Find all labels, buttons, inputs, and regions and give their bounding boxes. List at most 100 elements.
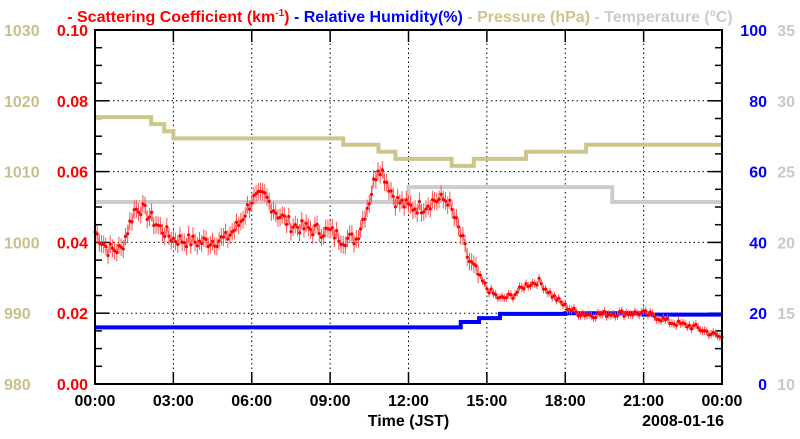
data-point [552, 294, 556, 298]
data-point [509, 293, 513, 297]
data-point [254, 192, 258, 196]
data-point [330, 226, 334, 230]
data-point [570, 308, 574, 312]
data-point [169, 239, 173, 243]
scattering-tick-label: 0.06 [57, 165, 88, 182]
data-point [435, 200, 439, 204]
temperature-tick-label: 30 [777, 94, 795, 111]
data-point [102, 242, 106, 246]
data-point [117, 243, 121, 248]
data-point [639, 310, 644, 314]
data-point [463, 242, 467, 246]
data-point [345, 236, 350, 240]
data-point [237, 223, 241, 227]
data-point [150, 210, 154, 214]
legend-entry: - Relative Humidity(%) [290, 9, 463, 26]
data-point [602, 309, 607, 314]
data-point [548, 290, 552, 294]
data-point [554, 298, 559, 302]
data-point [247, 207, 252, 211]
data-point [173, 239, 178, 244]
data-point [158, 224, 162, 228]
data-point [356, 237, 361, 241]
data-point [437, 197, 441, 201]
data-point [428, 207, 432, 211]
data-point [417, 200, 421, 204]
scattering-tick-label: 0.02 [57, 306, 88, 323]
data-point [350, 232, 354, 236]
data-point [300, 219, 304, 223]
data-point [106, 253, 110, 258]
data-point [380, 168, 384, 172]
data-point [136, 210, 141, 214]
data-point [95, 232, 99, 236]
data-point [374, 178, 378, 182]
data-point [620, 309, 624, 313]
data-point [665, 316, 670, 320]
data-point [308, 227, 313, 232]
x-tick-label: 15:00 [466, 393, 507, 410]
data-point [511, 296, 515, 300]
data-point [271, 209, 276, 213]
legend: - Scattering Coefficient (km-1) - Relati… [67, 8, 733, 26]
x-tick-label: 18:00 [545, 393, 586, 410]
legend-entry-tail: ) [284, 9, 289, 26]
x-tick-label: 12:00 [388, 393, 429, 410]
data-point [470, 260, 474, 264]
data-point [652, 315, 657, 319]
data-point [513, 292, 517, 297]
data-point [241, 218, 245, 222]
legend-superscript: o [710, 8, 716, 19]
data-point [485, 287, 489, 291]
data-point [487, 291, 491, 295]
data-point [250, 201, 254, 205]
data-point [615, 313, 620, 318]
data-point [282, 214, 287, 218]
legend-entry: - Scattering Coefficient (km [67, 9, 275, 26]
data-point [130, 220, 134, 224]
legend-superscript: -1 [275, 8, 284, 19]
data-point [396, 195, 400, 200]
data-point [226, 237, 230, 241]
data-point [446, 203, 450, 207]
data-point [108, 242, 112, 246]
data-point [197, 239, 202, 243]
pressure-tick-label: 980 [4, 377, 31, 394]
data-point [239, 219, 243, 224]
data-point [167, 234, 171, 238]
data-point [221, 235, 226, 239]
data-point [650, 312, 654, 316]
data-point [398, 201, 402, 205]
data-point [409, 203, 413, 207]
data-point [298, 231, 302, 235]
temperature-tick-label: 35 [777, 23, 795, 40]
data-point [676, 319, 681, 323]
data-point [147, 215, 152, 219]
data-point [635, 311, 639, 315]
data-point [415, 211, 419, 215]
data-point [363, 217, 367, 221]
data-point [145, 217, 149, 222]
data-point [335, 229, 339, 233]
data-point [184, 244, 189, 249]
data-point [306, 225, 310, 230]
data-point [483, 281, 487, 285]
data-point [263, 191, 267, 195]
data-point [369, 192, 374, 196]
data-point [478, 273, 482, 277]
data-point [622, 314, 626, 318]
data-point [528, 284, 533, 288]
data-point [515, 290, 519, 294]
data-point [674, 323, 678, 328]
data-point [304, 221, 308, 225]
data-point [160, 231, 165, 235]
temperature-tick-label: 15 [777, 306, 795, 323]
data-point [243, 214, 247, 218]
temperature-tick-label: 25 [777, 165, 795, 182]
data-point [365, 206, 369, 211]
data-point [524, 282, 528, 286]
data-point [581, 312, 585, 316]
data-point [376, 169, 380, 173]
data-point [574, 309, 578, 314]
data-point [176, 242, 180, 246]
